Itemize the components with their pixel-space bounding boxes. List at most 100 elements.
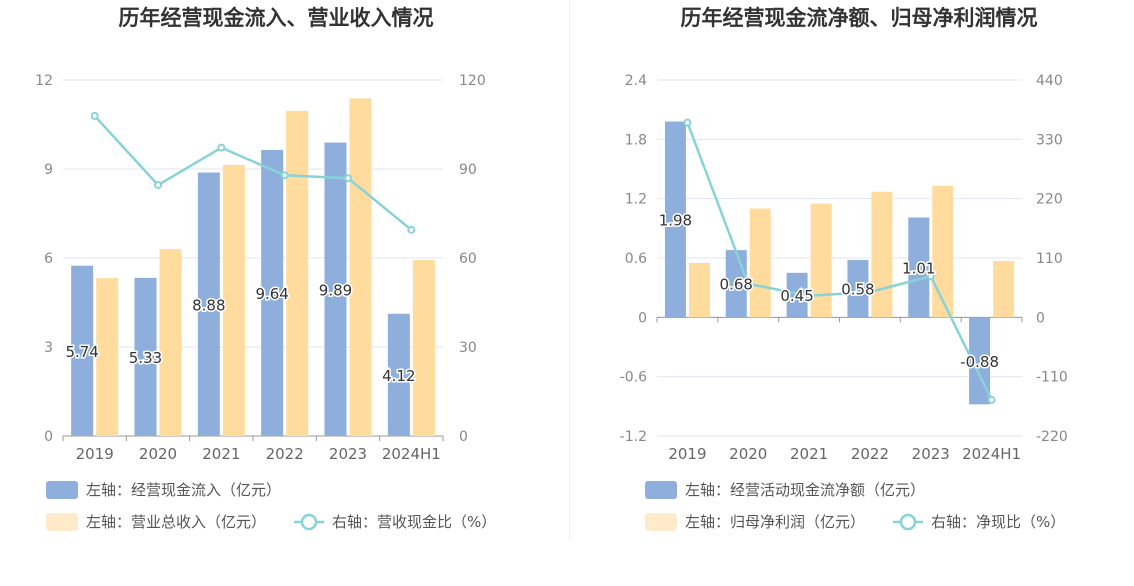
bar-primary <box>786 272 808 318</box>
x-category-label: 2019 <box>76 445 114 463</box>
legend-bar-swatch <box>46 481 78 499</box>
bar-primary <box>664 121 686 318</box>
bar-primary <box>908 217 930 318</box>
bar-data-label: 5.33 <box>129 349 162 367</box>
x-category-label: 2024H1 <box>382 445 441 463</box>
bar-data-label: 4.12 <box>382 367 415 385</box>
y-right-tick-label: -220 <box>1036 429 1068 445</box>
ratio-point <box>344 174 352 183</box>
y-right-tick-label: 220 <box>1036 192 1063 208</box>
bar-secondary <box>810 203 832 318</box>
y-left-tick-label: 0 <box>638 310 647 326</box>
ratio-point <box>217 143 226 152</box>
y-left-tick-label: 3 <box>44 340 53 356</box>
y-right-tick-label: 60 <box>459 251 477 267</box>
y-right-tick-label: -110 <box>1036 370 1068 386</box>
x-category-label: 2024H1 <box>962 445 1021 463</box>
chart-title: 历年经营现金流净额、归母净利润情况 <box>681 6 1038 30</box>
bar-data-label: 5.74 <box>65 343 98 361</box>
y-left-tick-label: 2.4 <box>625 73 647 89</box>
y-left-tick-label: 0.6 <box>625 251 647 267</box>
bar-secondary <box>749 208 771 318</box>
bar-secondary <box>159 249 182 436</box>
y-left-tick-label: -1.2 <box>620 429 647 445</box>
bar-primary <box>197 172 220 436</box>
y-right-tick-label: 90 <box>459 162 477 178</box>
bar-primary <box>324 142 347 436</box>
bar-secondary <box>349 98 372 436</box>
bar-data-label: 1.01 <box>902 259 935 277</box>
bar-primary <box>71 265 94 436</box>
legend-bar-swatch <box>645 513 677 531</box>
inflow-revenue-chart-panel: 历年经营现金流入、营业收入情况 0 3 6 9 12 0 30 60 90 120 2019 2020 2… <box>0 0 567 582</box>
panel-divider <box>569 0 570 540</box>
bar-data-label: 8.88 <box>192 296 225 314</box>
bar-data-label: 0.58 <box>841 281 874 299</box>
bar-primary <box>387 313 410 436</box>
legend-bar-swatch <box>645 481 677 499</box>
netflow-profit-chart: 历年经营现金流净额、归母净利润情况 -1.2 -0.6 0 0.6 1.2 1.8 2.4 -2… <box>620 6 1068 531</box>
ratio-line <box>686 122 993 401</box>
ratio-point <box>744 279 753 288</box>
bar-data-label: 9.89 <box>319 281 352 299</box>
y-right-tick-label: 0 <box>459 429 468 445</box>
bar-primary <box>261 150 284 436</box>
y-left-tick-label: 1.8 <box>625 132 647 148</box>
bar-secondary <box>96 278 119 436</box>
bar-data-label: 9.64 <box>255 285 288 303</box>
bar-primary <box>134 277 157 436</box>
y-left-tick-label: 12 <box>35 73 53 89</box>
bar-secondary <box>932 185 954 318</box>
bar-data-label: 0.68 <box>720 276 753 294</box>
x-category-label: 2021 <box>202 445 240 463</box>
y-left-tick-label: 6 <box>44 251 53 267</box>
x-category-label: 2023 <box>329 445 367 463</box>
bar-data-label: 0.45 <box>780 287 813 305</box>
y-left-tick-label: 0 <box>44 429 53 445</box>
chart-title: 历年经营现金流入、营业收入情况 <box>119 6 434 30</box>
x-category-label: 2023 <box>912 445 950 463</box>
y-right-tick-label: 120 <box>459 73 486 89</box>
ratio-point <box>90 111 99 120</box>
netflow-profit-chart-panel: 历年经营现金流净额、归母净利润情况 -1.2 -0.6 0 0.6 1.2 1.8 2.4 -2… <box>567 0 1134 582</box>
y-right-tick-label: 30 <box>459 340 477 356</box>
ratio-line <box>93 115 413 231</box>
x-category-label: 2021 <box>790 445 828 463</box>
ratio-point <box>987 395 996 404</box>
legend-line-marker <box>899 513 917 531</box>
y-left-tick-label: 1.2 <box>625 192 647 208</box>
legend-label: 左轴：经营现金流入（亿元） <box>86 481 281 499</box>
bar-secondary <box>286 110 309 436</box>
x-category-label: 2020 <box>729 445 767 463</box>
y-right-tick-label: 330 <box>1036 132 1063 148</box>
ratio-point <box>865 287 874 296</box>
legend-label: 左轴：经营活动现金流净额（亿元） <box>685 481 925 499</box>
y-left-tick-label: 9 <box>44 162 53 178</box>
ratio-point <box>683 118 692 127</box>
x-category-label: 2019 <box>668 445 706 463</box>
y-right-tick-label: 440 <box>1036 73 1063 89</box>
y-right-tick-label: 0 <box>1036 310 1045 326</box>
bar-data-label: 1.98 <box>659 211 692 229</box>
x-category-label: 2022 <box>851 445 889 463</box>
ratio-point <box>407 225 416 234</box>
x-category-label: 2020 <box>139 445 177 463</box>
bar-data-label: -0.88 <box>960 353 999 371</box>
x-category-label: 2022 <box>266 445 304 463</box>
ratio-point <box>154 181 162 190</box>
legend-label: 右轴：营收现金比（%） <box>332 513 496 531</box>
legend-bar-swatch <box>46 513 78 531</box>
ratio-point <box>805 291 814 300</box>
bar-secondary <box>688 262 710 318</box>
y-right-tick-label: 110 <box>1036 251 1063 267</box>
legend-line-marker <box>300 513 318 531</box>
bar-secondary <box>871 191 893 318</box>
bar-primary <box>847 259 869 318</box>
bar-primary <box>969 317 991 405</box>
bar-secondary <box>412 260 435 436</box>
legend-label: 右轴：净现比（%） <box>931 513 1065 531</box>
legend-label: 左轴：营业总收入（亿元） <box>86 513 266 531</box>
bar-secondary <box>222 164 245 436</box>
legend-label: 左轴：归母净利润（亿元） <box>685 513 865 531</box>
